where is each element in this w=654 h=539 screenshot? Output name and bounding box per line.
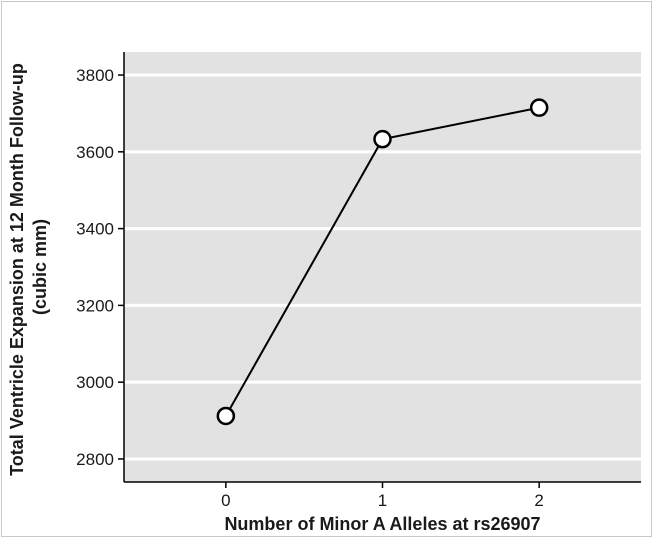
y-axis-ticks: 2800 3000 3200 3400 3600 3800 bbox=[76, 66, 124, 469]
y-tick-label: 2800 bbox=[76, 450, 114, 469]
data-point bbox=[373, 129, 392, 149]
gridlines bbox=[124, 73, 641, 461]
x-tick-label: 2 bbox=[534, 491, 543, 510]
data-point bbox=[216, 406, 236, 426]
y-axis-title-line-2: (cubic mm) bbox=[30, 219, 50, 315]
y-tick-label: 3200 bbox=[76, 296, 114, 315]
y-tick-label: 3600 bbox=[76, 143, 114, 162]
x-tick-label: 1 bbox=[378, 491, 387, 510]
y-tick-label: 3000 bbox=[76, 373, 114, 392]
x-tick-label: 0 bbox=[221, 491, 230, 510]
data-series bbox=[216, 98, 549, 426]
y-axis-title-line-1: Total Ventricle Expansion at 12 Month Fo… bbox=[7, 63, 27, 476]
x-axis-ticks: 0 1 2 bbox=[221, 482, 544, 510]
data-point bbox=[529, 98, 549, 117]
x-axis-title: Number of Minor A Alleles at rs26907 bbox=[224, 514, 540, 534]
y-axis-title: Total Ventricle Expansion at 12 Month Fo… bbox=[7, 58, 50, 476]
plot-panel bbox=[124, 52, 641, 482]
y-tick-label: 3400 bbox=[76, 220, 114, 239]
y-tick-label: 3800 bbox=[76, 66, 114, 85]
